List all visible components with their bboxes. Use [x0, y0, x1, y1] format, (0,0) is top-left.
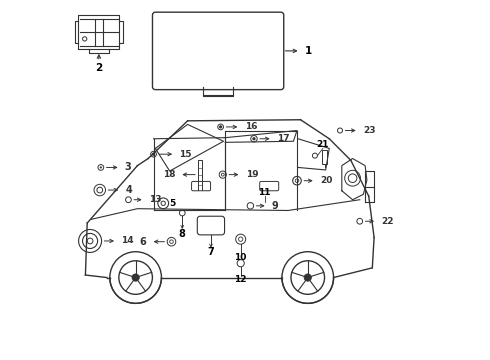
Text: 16: 16	[245, 122, 257, 131]
Text: 1: 1	[305, 46, 313, 56]
Circle shape	[132, 274, 139, 281]
Text: 12: 12	[234, 275, 247, 284]
Text: 7: 7	[208, 247, 214, 257]
Text: 20: 20	[320, 176, 332, 185]
Text: 17: 17	[277, 134, 290, 143]
Circle shape	[304, 274, 312, 281]
Text: 8: 8	[179, 229, 186, 239]
Circle shape	[152, 153, 155, 155]
Text: 15: 15	[179, 150, 192, 159]
Text: 19: 19	[245, 170, 258, 179]
Text: 21: 21	[317, 140, 329, 149]
Text: 13: 13	[149, 195, 161, 204]
Text: 3: 3	[125, 162, 132, 172]
Text: 6: 6	[140, 237, 147, 247]
Text: 11: 11	[258, 188, 271, 197]
Text: 10: 10	[235, 253, 247, 262]
Text: 22: 22	[381, 217, 394, 226]
Text: 2: 2	[95, 63, 102, 73]
Text: 14: 14	[122, 237, 134, 246]
Text: 18: 18	[163, 170, 175, 179]
Circle shape	[100, 167, 101, 168]
Text: 5: 5	[170, 199, 176, 208]
Text: 4: 4	[125, 185, 132, 195]
Text: 23: 23	[363, 126, 375, 135]
Circle shape	[220, 126, 221, 128]
Circle shape	[253, 138, 255, 140]
Text: 9: 9	[272, 201, 279, 211]
